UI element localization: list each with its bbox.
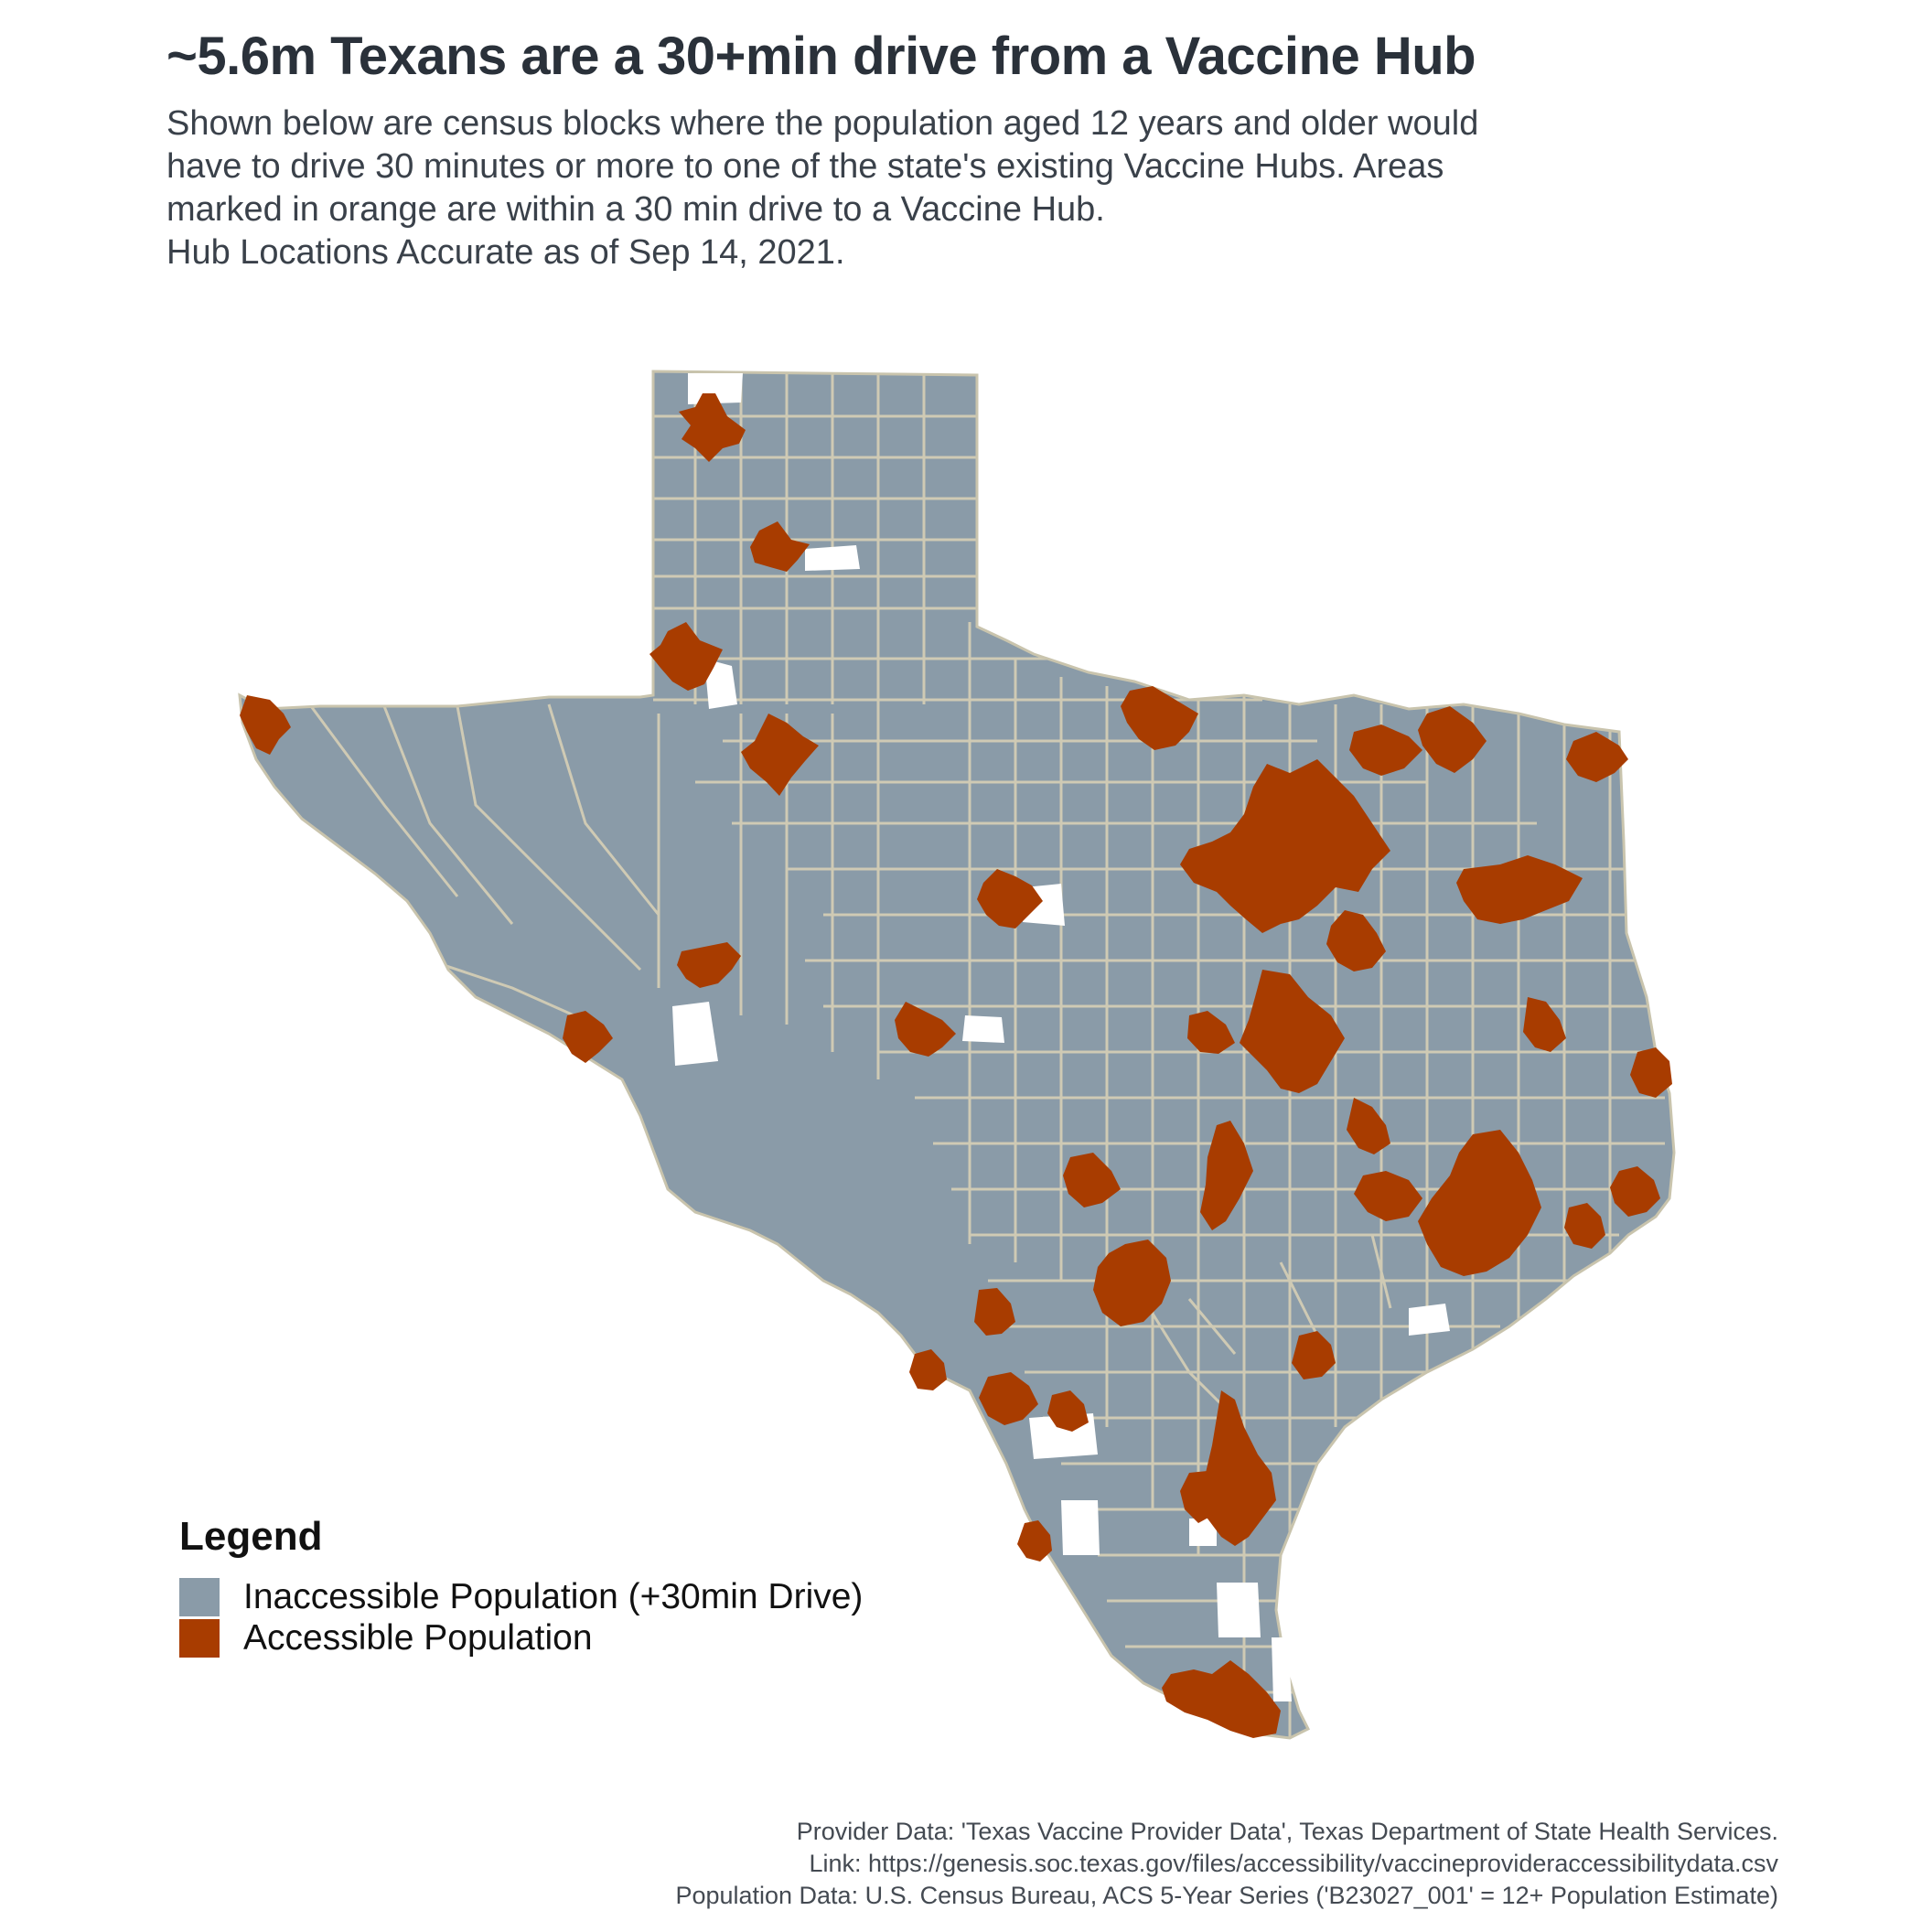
accessible-area-houston — [1418, 1130, 1541, 1276]
accessible-area — [1187, 1011, 1235, 1054]
accessible-area — [974, 1288, 1015, 1336]
accessible-area — [1063, 1153, 1121, 1208]
map-legend: Legend Inaccessible Population (+30min D… — [179, 1514, 863, 1658]
accessible-area-laredo — [979, 1372, 1038, 1425]
legend-label: Inaccessible Population (+30min Drive) — [243, 1576, 864, 1616]
accessible-area-el-paso — [240, 695, 291, 755]
subtitle-line: have to drive 30 minutes or more to one … — [166, 147, 1444, 186]
accessible-area-lufkin — [1523, 997, 1566, 1052]
accessible-area-amarillo — [679, 393, 746, 462]
legend-title: Legend — [179, 1514, 323, 1559]
accessible-area — [1017, 1520, 1052, 1562]
accessible-area-beaumont — [1610, 1166, 1660, 1217]
source-line: Population Data: U.S. Census Bureau, ACS… — [675, 1882, 1778, 1909]
accessible-area-abilene — [977, 869, 1043, 928]
accessible-area-austin — [1240, 970, 1345, 1093]
accessible-area — [909, 1349, 947, 1390]
accessible-area-tyler — [1456, 855, 1583, 924]
map-title: ~5.6m Texans are a 30+min drive from a V… — [166, 27, 1476, 86]
accessible-area — [1200, 1121, 1253, 1230]
source-line: Link: https://genesis.soc.texas.gov/file… — [809, 1850, 1778, 1877]
accessible-area-san-antonio — [1093, 1240, 1171, 1326]
accessible-area — [1630, 1047, 1672, 1098]
subtitle-line: marked in orange are within a 30 min dri… — [166, 190, 1105, 229]
accessible-area-wichita-falls — [1121, 686, 1198, 750]
accessible-area-bryan — [1354, 1171, 1422, 1221]
county-boundaries — [309, 371, 1665, 1738]
accessible-areas — [240, 393, 1672, 1738]
accessible-area — [1564, 1203, 1605, 1249]
accessible-area-brownsville-mcallen — [1162, 1660, 1281, 1738]
accessible-area-dallas-fort-worth — [1180, 759, 1390, 933]
accessible-area-san-angelo — [895, 1002, 956, 1057]
accessible-area — [1180, 1471, 1217, 1523]
data-sources: Provider Data: 'Texas Vaccine Provider D… — [675, 1816, 1778, 1912]
accessible-area — [563, 1011, 613, 1063]
accessible-area — [1047, 1390, 1089, 1432]
accessible-area — [1292, 1331, 1336, 1379]
accessible-area — [1347, 1098, 1390, 1154]
legend-swatch-inaccessible — [179, 1577, 220, 1616]
accessible-area-waco — [1326, 910, 1386, 971]
legend-item-accessible: Accessible Population — [179, 1617, 863, 1658]
accessible-area-corpus-christi — [1198, 1390, 1276, 1546]
accessible-area-lubbock — [649, 622, 723, 691]
source-line: Provider Data: 'Texas Vaccine Provider D… — [796, 1818, 1778, 1845]
legend-label: Accessible Population — [243, 1617, 593, 1658]
unpopulated-areas — [672, 373, 1450, 1701]
accessible-area-midland — [677, 942, 741, 988]
accessible-area — [1418, 706, 1487, 773]
accessible-area — [750, 521, 810, 572]
accessible-area — [1349, 724, 1422, 776]
accessible-area — [1566, 732, 1628, 782]
accessible-area — [741, 714, 819, 796]
legend-item-inaccessible: Inaccessible Population (+30min Drive) — [179, 1576, 863, 1617]
subtitle-line: Shown below are census blocks where the … — [166, 104, 1479, 143]
subtitle-line: Hub Locations Accurate as of Sep 14, 202… — [166, 233, 845, 272]
legend-swatch-accessible — [179, 1618, 220, 1658]
map-subtitle: Shown below are census blocks where the … — [166, 102, 1795, 274]
